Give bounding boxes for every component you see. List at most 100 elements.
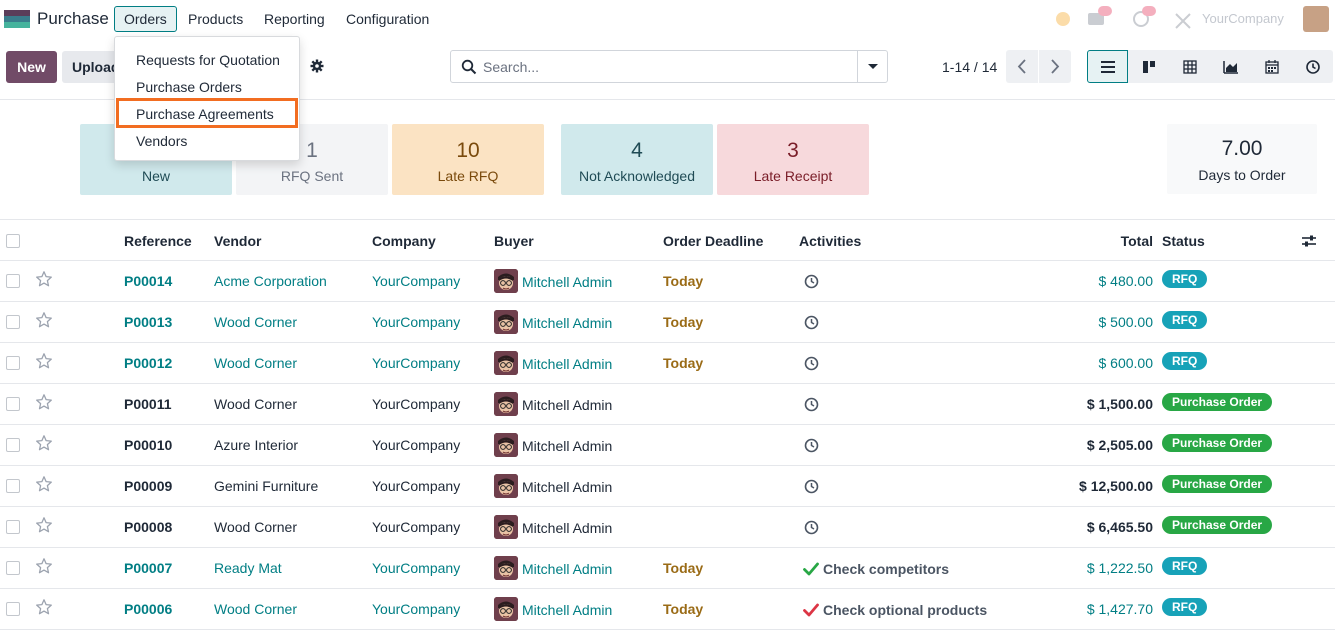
- star-icon[interactable]: [35, 598, 53, 616]
- col-total[interactable]: Total: [1120, 233, 1153, 249]
- row-order-deadline: Today: [663, 560, 704, 576]
- app-name[interactable]: Purchase: [37, 9, 109, 28]
- col-order-deadline[interactable]: Order Deadline: [663, 233, 764, 249]
- activity-clock-icon[interactable]: [804, 315, 819, 330]
- row-checkbox[interactable]: [6, 602, 20, 616]
- pager-value[interactable]: 1-14 / 14: [942, 59, 998, 75]
- star-icon[interactable]: [35, 557, 53, 575]
- activity-clock-icon[interactable]: [1130, 6, 1156, 30]
- buyer-avatar[interactable]: [494, 269, 518, 293]
- table-row[interactable]: P00012 Wood Corner YourCompany Mitchell …: [0, 343, 1335, 384]
- pager-next-button[interactable]: [1039, 50, 1071, 83]
- activity-clock-icon[interactable]: [804, 479, 819, 494]
- row-order-deadline: Today: [663, 601, 704, 617]
- activity-view-button[interactable]: [1292, 50, 1333, 83]
- col-vendor[interactable]: Vendor: [214, 233, 262, 249]
- status-badge: Purchase Order: [1162, 475, 1273, 493]
- tools-icon[interactable]: [1172, 10, 1194, 32]
- table-row[interactable]: P00007 Ready Mat YourCompany Mitchell Ad…: [0, 548, 1335, 589]
- gear-icon[interactable]: [310, 59, 324, 73]
- menu-orders[interactable]: Orders: [114, 6, 177, 32]
- app-logo-icon[interactable]: [4, 10, 30, 28]
- col-status[interactable]: Status: [1162, 233, 1205, 249]
- star-icon[interactable]: [35, 475, 53, 493]
- company-switcher[interactable]: YourCompany: [1202, 11, 1284, 26]
- calendar-view-button[interactable]: [1251, 50, 1292, 83]
- buyer-avatar[interactable]: [494, 556, 518, 580]
- star-icon[interactable]: [35, 352, 53, 370]
- optional-columns-icon[interactable]: [1301, 234, 1317, 248]
- row-reference: P00012: [124, 355, 173, 371]
- activity-check-icon[interactable]: [803, 562, 819, 576]
- activity-check-icon[interactable]: [803, 603, 819, 617]
- row-reference: P00011: [124, 396, 172, 412]
- star-icon[interactable]: [35, 516, 53, 534]
- activity-clock-icon[interactable]: [804, 274, 819, 289]
- star-icon[interactable]: [35, 434, 53, 452]
- col-company[interactable]: Company: [372, 233, 436, 249]
- list-view-button[interactable]: [1087, 50, 1128, 83]
- col-reference[interactable]: Reference: [124, 233, 192, 249]
- row-buyer: Mitchell Admin: [522, 438, 613, 454]
- col-activities[interactable]: Activities: [799, 233, 862, 249]
- row-checkbox[interactable]: [6, 397, 20, 411]
- row-checkbox[interactable]: [6, 520, 20, 534]
- buyer-avatar[interactable]: [494, 351, 518, 375]
- table-row[interactable]: P00006 Wood Corner YourCompany Mitchell …: [0, 589, 1335, 630]
- buyer-avatar[interactable]: [494, 515, 518, 539]
- messages-icon[interactable]: [1086, 6, 1112, 30]
- buyer-avatar[interactable]: [494, 433, 518, 457]
- row-checkbox[interactable]: [6, 356, 20, 370]
- pivot-view-button[interactable]: [1169, 50, 1210, 83]
- search-options-toggle[interactable]: [857, 51, 887, 82]
- pager-previous-button[interactable]: [1006, 50, 1038, 83]
- menu-products[interactable]: Products: [188, 11, 244, 27]
- upload-button[interactable]: Upload: [62, 51, 122, 83]
- star-icon[interactable]: [35, 393, 53, 411]
- graph-view-button[interactable]: [1210, 50, 1251, 83]
- kanban-view-button[interactable]: [1128, 50, 1169, 83]
- menu-reporting[interactable]: Reporting: [264, 11, 325, 27]
- table-row[interactable]: P00010 Azure Interior YourCompany Mitche…: [0, 425, 1335, 466]
- buyer-avatar[interactable]: [494, 474, 518, 498]
- menu-configuration[interactable]: Configuration: [346, 11, 430, 27]
- table-row[interactable]: P00011 Wood Corner YourCompany Mitchell …: [0, 384, 1335, 425]
- card-late-receipt[interactable]: 3 Late Receipt: [717, 124, 869, 195]
- menu-item-purchase-agreements[interactable]: Purchase Agreements: [136, 106, 274, 122]
- voip-icon[interactable]: [1052, 8, 1074, 30]
- table-row[interactable]: P00008 Wood Corner YourCompany Mitchell …: [0, 507, 1335, 548]
- table-row[interactable]: P00013 Wood Corner YourCompany Mitchell …: [0, 302, 1335, 343]
- activity-clock-icon[interactable]: [804, 438, 819, 453]
- list-icon: [1100, 60, 1115, 73]
- buyer-avatar[interactable]: [494, 597, 518, 621]
- menu-item-requests-for-quotation[interactable]: Requests for Quotation: [136, 52, 280, 68]
- activity-clock-icon[interactable]: [804, 397, 819, 412]
- buyer-avatar[interactable]: [494, 392, 518, 416]
- table-row[interactable]: P00014 Acme Corporation YourCompany Mitc…: [0, 261, 1335, 302]
- row-checkbox[interactable]: [6, 274, 20, 288]
- buyer-avatar[interactable]: [494, 310, 518, 334]
- star-icon[interactable]: [35, 270, 53, 288]
- col-buyer[interactable]: Buyer: [494, 233, 534, 249]
- star-icon[interactable]: [35, 311, 53, 329]
- row-checkbox[interactable]: [6, 438, 20, 452]
- card-late-rfq[interactable]: 10 Late RFQ: [392, 124, 544, 195]
- status-badge: Purchase Order: [1162, 516, 1273, 534]
- activity-clock-icon[interactable]: [804, 356, 819, 371]
- search-input[interactable]: [483, 57, 853, 77]
- select-all-checkbox[interactable]: [6, 234, 20, 248]
- menu-item-vendors[interactable]: Vendors: [136, 133, 188, 149]
- new-button[interactable]: New: [6, 51, 57, 83]
- row-checkbox[interactable]: [6, 315, 20, 329]
- row-checkbox[interactable]: [6, 561, 20, 575]
- row-total: $ 1,222.50: [1086, 560, 1153, 576]
- card-rfq-sent-label: RFQ Sent: [280, 168, 344, 184]
- card-not-acknowledged[interactable]: 4 Not Acknowledged: [561, 124, 713, 195]
- activity-clock-icon[interactable]: [804, 520, 819, 535]
- table-row[interactable]: P00009 Gemini Furniture YourCompany Mitc…: [0, 466, 1335, 507]
- user-avatar[interactable]: [1303, 6, 1329, 32]
- chevron-left-icon: [1017, 59, 1026, 74]
- row-checkbox[interactable]: [6, 479, 20, 493]
- card-new-label: New: [141, 168, 170, 184]
- menu-item-purchase-orders[interactable]: Purchase Orders: [136, 79, 242, 95]
